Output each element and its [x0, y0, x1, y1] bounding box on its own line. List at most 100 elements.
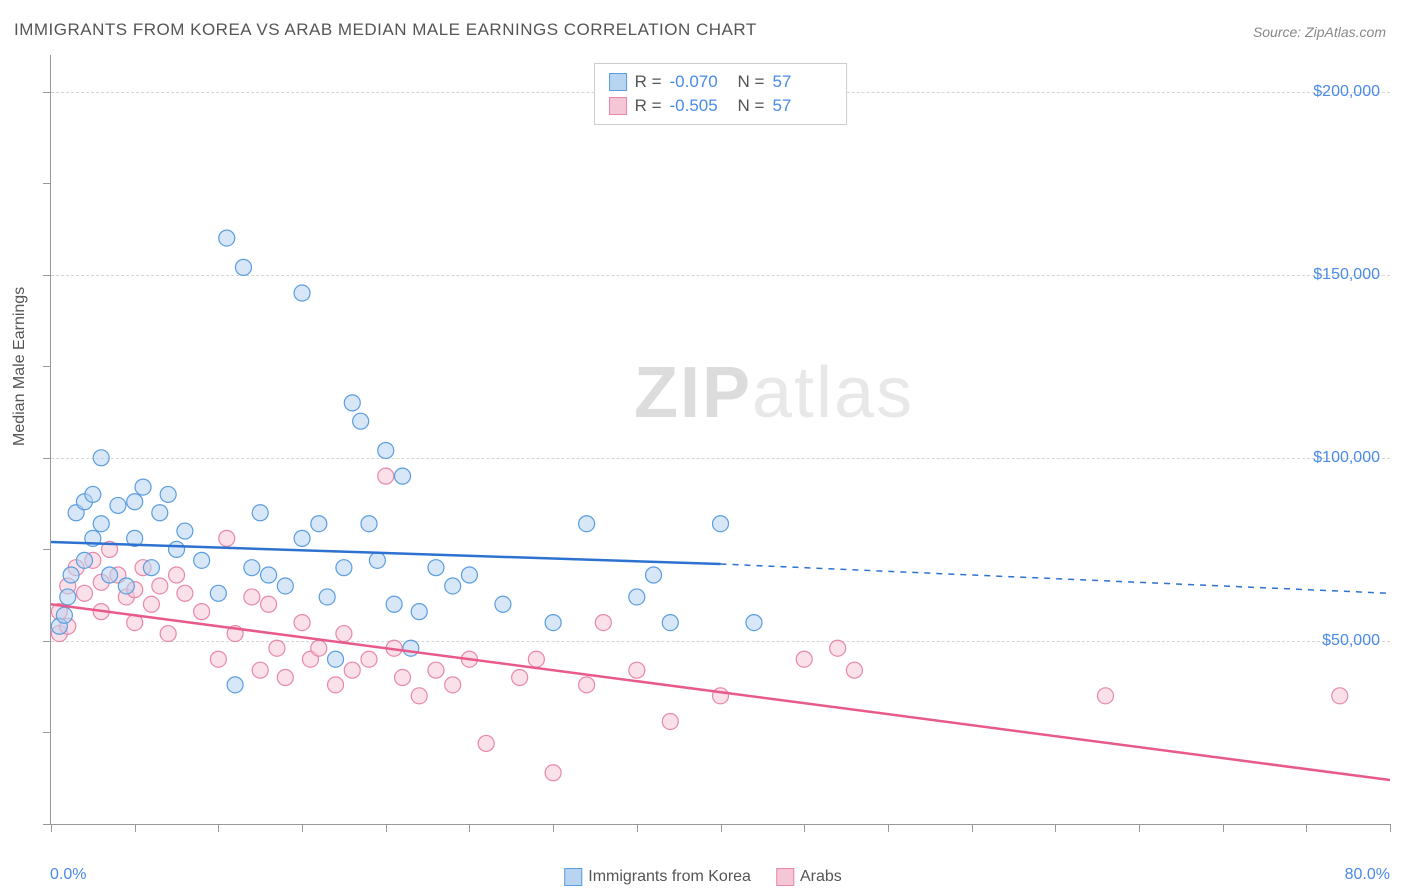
scatter-point	[127, 494, 143, 510]
legend-row-arab: R = -0.505 N = 57	[609, 94, 833, 118]
scatter-point	[378, 442, 394, 458]
y-tick	[43, 824, 51, 825]
y-tick	[43, 366, 51, 367]
scatter-point	[277, 670, 293, 686]
n-value-korea: 57	[772, 72, 832, 92]
scatter-point	[353, 413, 369, 429]
legend-label-korea: Immigrants from Korea	[588, 868, 751, 886]
scatter-point	[629, 662, 645, 678]
scatter-point	[1332, 688, 1348, 704]
scatter-point	[336, 560, 352, 576]
scatter-point	[93, 516, 109, 532]
scatter-point	[411, 604, 427, 620]
scatter-point	[629, 589, 645, 605]
scatter-point	[512, 670, 528, 686]
scatter-point	[294, 615, 310, 631]
scatter-point	[219, 230, 235, 246]
scatter-point	[93, 450, 109, 466]
scatter-point	[294, 530, 310, 546]
scatter-point	[244, 589, 260, 605]
x-tick	[972, 824, 973, 832]
scatter-point	[646, 567, 662, 583]
scatter-point	[846, 662, 862, 678]
scatter-point	[461, 567, 477, 583]
trend-line-arab	[51, 604, 1390, 780]
scatter-point	[135, 479, 151, 495]
x-tick	[51, 824, 52, 832]
scatter-point	[1097, 688, 1113, 704]
scatter-point	[344, 395, 360, 411]
scatter-point	[344, 662, 360, 678]
scatter-point	[579, 516, 595, 532]
x-tick	[1390, 824, 1391, 832]
scatter-point	[169, 541, 185, 557]
legend-label-arab: Arabs	[800, 868, 842, 886]
legend-item-arab: Arabs	[776, 868, 842, 886]
scatter-point	[210, 585, 226, 601]
scatter-point	[746, 615, 762, 631]
scatter-point	[336, 626, 352, 642]
scatter-point	[194, 552, 210, 568]
y-tick	[43, 275, 51, 276]
x-tick	[804, 824, 805, 832]
scatter-point	[328, 651, 344, 667]
x-tick	[1139, 824, 1140, 832]
scatter-point	[244, 560, 260, 576]
y-tick	[43, 732, 51, 733]
swatch-arab-bottom	[776, 868, 794, 886]
scatter-point	[428, 560, 444, 576]
scatter-point	[160, 486, 176, 502]
legend-item-korea: Immigrants from Korea	[564, 868, 751, 886]
scatter-point	[152, 578, 168, 594]
y-axis-label: Median Male Earnings	[11, 287, 29, 446]
scatter-point	[545, 615, 561, 631]
swatch-korea-bottom	[564, 868, 582, 886]
scatter-point	[294, 285, 310, 301]
y-tick	[43, 183, 51, 184]
scatter-point	[76, 585, 92, 601]
scatter-point	[311, 640, 327, 656]
scatter-point	[830, 640, 846, 656]
scatter-point	[177, 585, 193, 601]
scatter-point	[143, 560, 159, 576]
scatter-point	[152, 505, 168, 521]
scatter-point	[361, 651, 377, 667]
scatter-point	[219, 530, 235, 546]
scatter-point	[235, 259, 251, 275]
scatter-svg	[51, 55, 1390, 824]
scatter-point	[595, 615, 611, 631]
scatter-point	[662, 615, 678, 631]
y-tick	[43, 458, 51, 459]
scatter-point	[277, 578, 293, 594]
n-label: N =	[738, 72, 765, 92]
x-tick	[1306, 824, 1307, 832]
scatter-point	[143, 596, 159, 612]
scatter-point	[76, 552, 92, 568]
scatter-point	[361, 516, 377, 532]
swatch-korea	[609, 73, 627, 91]
scatter-point	[252, 505, 268, 521]
scatter-point	[445, 677, 461, 693]
chart-plot-area: ZIPatlas R = -0.070 N = 57 R = -0.505 N …	[50, 55, 1390, 825]
x-tick	[1055, 824, 1056, 832]
x-tick	[1223, 824, 1224, 832]
scatter-point	[369, 552, 385, 568]
x-tick	[553, 824, 554, 832]
scatter-point	[261, 596, 277, 612]
series-legend: Immigrants from Korea Arabs	[564, 868, 842, 886]
r-label: R =	[635, 72, 662, 92]
scatter-point	[428, 662, 444, 678]
y-tick	[43, 549, 51, 550]
scatter-point	[118, 578, 134, 594]
scatter-point	[102, 567, 118, 583]
n-value-arab: 57	[772, 96, 832, 116]
scatter-point	[411, 688, 427, 704]
x-tick	[469, 824, 470, 832]
trend-line-korea-dashed	[721, 564, 1391, 593]
r-label: R =	[635, 96, 662, 116]
x-tick	[218, 824, 219, 832]
scatter-point	[177, 523, 193, 539]
scatter-point	[169, 567, 185, 583]
x-tick	[637, 824, 638, 832]
x-tick	[888, 824, 889, 832]
